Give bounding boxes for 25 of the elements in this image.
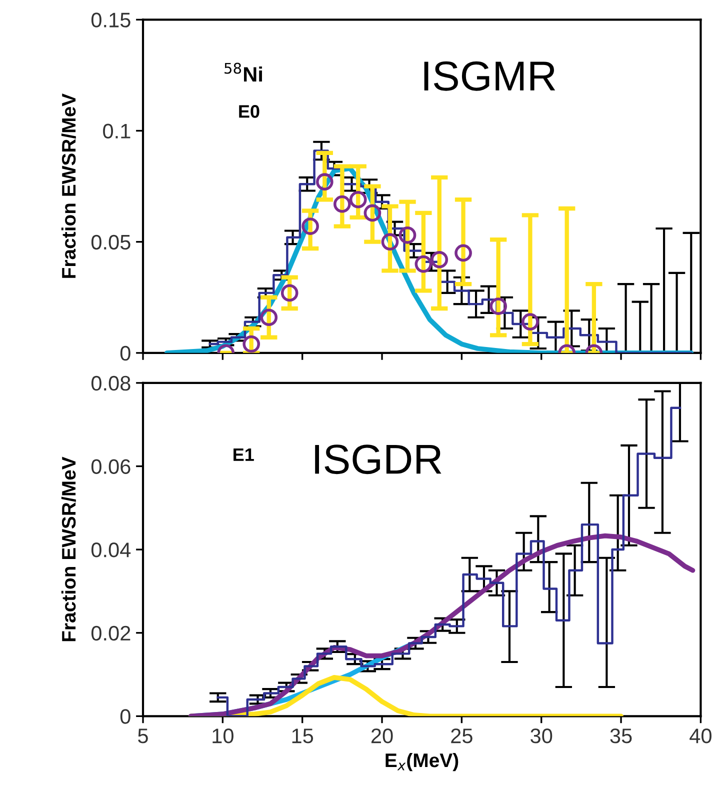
y-tick-label: 0.15 <box>91 12 130 28</box>
x-tick-label: 35 <box>610 728 632 744</box>
x-tick-label: 5 <box>138 728 148 744</box>
y-tick-label: 0.06 <box>91 459 130 474</box>
y-tick-label: 0.02 <box>91 626 130 641</box>
annotation: E0 <box>239 105 260 118</box>
x-tick-label: 30 <box>530 728 552 744</box>
y-tick-label: 0.1 <box>103 124 130 139</box>
y-tick-label: 0 <box>120 346 130 361</box>
annotation: $^{58}$Ni <box>224 62 262 82</box>
annotation: E1 <box>234 448 254 461</box>
y-axis-title: Fraction EWSR/MeV <box>61 456 76 642</box>
annotation: ISGDR <box>315 444 442 474</box>
x-tick-label: 40 <box>690 728 712 744</box>
y-tick-label: 0 <box>120 709 130 724</box>
y-tick-label: 0.05 <box>91 234 130 250</box>
y-tick-label: 0.04 <box>91 542 131 558</box>
x-tick-label: 20 <box>371 728 393 744</box>
x-tick-label: 15 <box>292 728 314 744</box>
y-tick-label: 0.08 <box>91 376 130 391</box>
x-tick-label: 10 <box>212 728 234 744</box>
x-axis-title: E$_{x}$(MeV) <box>386 752 458 772</box>
y-axis-title: Fraction EWSR/MeV <box>61 94 76 278</box>
annotation: ISGMR <box>424 61 556 91</box>
x-tick-label: 25 <box>451 728 472 744</box>
